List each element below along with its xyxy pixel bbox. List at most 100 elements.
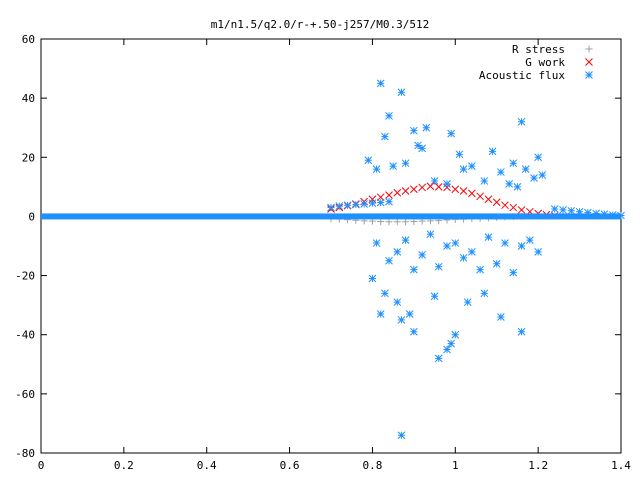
data-point: [517, 117, 526, 126]
data-point: [484, 233, 493, 241]
data-point: [505, 180, 513, 188]
data-point: [550, 205, 559, 213]
data-point: [381, 289, 389, 298]
data-point: [418, 144, 426, 153]
data-point: [488, 147, 497, 156]
x-tick-label: 0: [38, 459, 45, 472]
legend-label: G work: [525, 56, 565, 69]
legend-label: R stress: [512, 43, 565, 56]
data-point: [534, 248, 542, 256]
plot-border: [40, 38, 622, 454]
data-point: [497, 168, 505, 176]
y-tick-label: -40: [15, 329, 35, 342]
data-point: [376, 310, 385, 318]
data-point: [397, 88, 406, 97]
legend-label: Acoustic flux: [479, 69, 565, 82]
data-point: [385, 256, 393, 265]
data-point: [480, 289, 489, 298]
x-tick-label: 0.6: [280, 459, 300, 472]
y-tick-label: 60: [22, 33, 35, 46]
data-point: [459, 187, 468, 195]
data-point: [501, 239, 509, 247]
data-point: [401, 236, 410, 244]
data-point: [372, 239, 381, 247]
data-point: [401, 187, 410, 195]
data-point: [418, 251, 426, 259]
data-point: [368, 195, 377, 204]
data-point: [364, 156, 373, 165]
data-point: [497, 313, 505, 321]
series-line: [41, 213, 621, 220]
data-point: [534, 153, 542, 162]
data-point: [559, 206, 567, 214]
data-point: [372, 165, 381, 173]
series-baseline: [41, 213, 621, 220]
data-point: [517, 327, 526, 336]
data-point: [418, 183, 426, 192]
y-tick-label: -80: [15, 447, 35, 460]
data-point: [410, 126, 418, 135]
x-axis-ticks: 0 0.2 0.4 0.6 0.8 1 1.2 1.4: [38, 39, 631, 472]
data-point: [343, 201, 352, 210]
data-point: [426, 230, 435, 239]
data-point: [509, 268, 518, 277]
data-point: [526, 236, 534, 244]
data-point: [410, 265, 418, 274]
data-point: [451, 185, 460, 194]
data-point: [468, 162, 476, 171]
data-point: [447, 129, 455, 138]
data-point: [567, 206, 576, 215]
data-point: [397, 316, 406, 324]
data-point: [476, 192, 484, 201]
data-point: [381, 132, 389, 141]
data-point: [484, 195, 493, 204]
data-point: [463, 298, 472, 307]
data-point: [430, 292, 439, 301]
data-point: [443, 345, 451, 354]
data-point: [393, 188, 402, 197]
y-tick-label: 20: [22, 151, 35, 164]
data-point: [517, 206, 526, 214]
data-point: [468, 189, 476, 198]
data-point: [426, 182, 435, 191]
data-point: [360, 200, 368, 208]
x-tick-label: 0.2: [114, 459, 134, 472]
data-point: [405, 310, 414, 318]
data-point: [480, 177, 489, 185]
data-point: [521, 165, 530, 173]
data-point: [434, 354, 443, 363]
data-point: [443, 180, 451, 188]
data-point: [492, 259, 501, 268]
data-point: [447, 339, 455, 348]
data-point: [476, 265, 484, 274]
data-point: [509, 203, 518, 212]
x-tick-label: 0.8: [362, 459, 382, 472]
chart-title: m1/n1.5/q2.0/r-+.50-j257/M0.3/512: [211, 18, 430, 31]
data-point: [455, 150, 464, 159]
data-point: [451, 330, 460, 339]
data-point: [530, 174, 538, 182]
data-point: [385, 112, 393, 120]
data-point: [459, 253, 468, 262]
y-tick-label: -60: [15, 388, 35, 401]
data-point: [538, 171, 547, 179]
data-point: [414, 141, 422, 150]
x-tick-label: 0.4: [197, 459, 217, 472]
data-point: [513, 183, 522, 191]
x-tick-label: 1.4: [611, 459, 631, 472]
y-axis-ticks: -80 -60 -40 -20 0 20 40 60: [15, 33, 621, 460]
x-tick-label: 1: [452, 459, 459, 472]
data-point: [517, 242, 526, 250]
data-point: [430, 177, 439, 185]
data-layer: [41, 79, 625, 440]
y-tick-label: 40: [22, 92, 35, 105]
data-point: [468, 248, 476, 256]
data-point: [376, 198, 385, 207]
data-point: [368, 274, 377, 283]
data-point: [575, 207, 584, 216]
data-point: [368, 199, 377, 207]
data-point: [584, 208, 592, 217]
data-point: [509, 159, 518, 168]
data-point: [585, 45, 593, 53]
